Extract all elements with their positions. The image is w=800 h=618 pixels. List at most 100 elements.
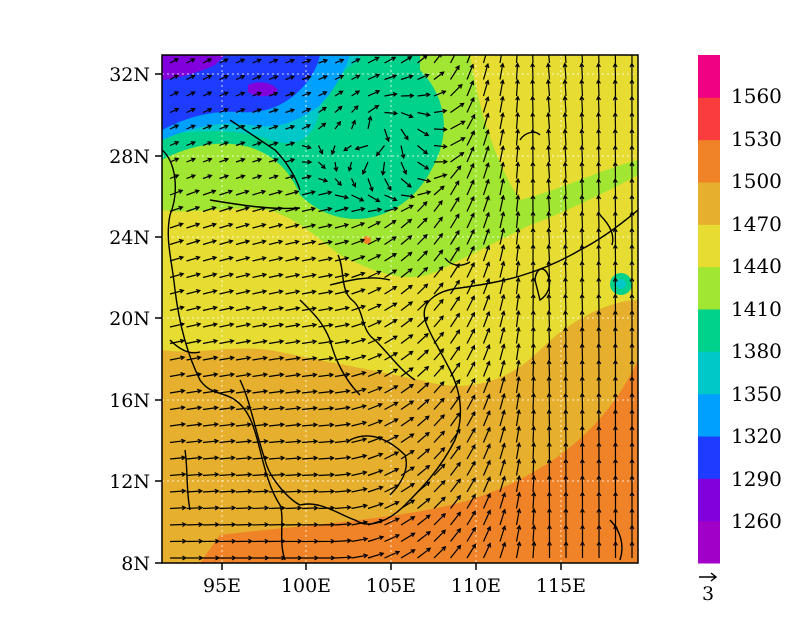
- wind-vector: [579, 276, 585, 295]
- wind-vector: [351, 453, 368, 460]
- wind-vector: [169, 405, 186, 411]
- gridlines: [162, 55, 638, 563]
- wind-vector: [235, 322, 252, 328]
- wind-vector: [579, 359, 585, 377]
- reference-vector-head: [710, 572, 718, 582]
- wind-vector: [169, 288, 185, 295]
- wind-vector: [596, 326, 602, 344]
- wind-vector: [466, 195, 475, 212]
- wind-vector: [235, 538, 254, 544]
- wind-vector: [546, 441, 552, 460]
- wind-vector: [612, 144, 618, 163]
- wind-vector: [530, 375, 536, 394]
- wind-vector: [235, 355, 252, 361]
- wind-vector: [219, 422, 236, 428]
- wind-vector: [334, 206, 350, 213]
- wind-vector: [252, 189, 267, 196]
- wind-vector: [596, 342, 602, 361]
- wind-vector: [301, 206, 317, 213]
- wind-vector: [562, 210, 568, 229]
- wind-vector: [433, 232, 444, 245]
- wind-vector: [186, 322, 202, 328]
- wind-vector: [562, 128, 568, 146]
- wind-vector: [268, 438, 286, 444]
- wind-vector: [579, 260, 585, 278]
- wind-vector: [219, 355, 235, 361]
- colorbar-label-1500: 1500: [731, 169, 782, 193]
- wind-vector: [629, 392, 635, 410]
- wind-vector: [367, 194, 381, 203]
- wind-vector: [219, 58, 229, 64]
- wind-vector: [351, 354, 367, 361]
- wind-vector: [433, 463, 446, 476]
- shading-high-southeast: [200, 360, 638, 563]
- wind-vector: [384, 501, 400, 510]
- wind-vector: [499, 525, 507, 542]
- wind-vector: [169, 522, 187, 528]
- wind-vector: [417, 266, 429, 278]
- wind-vector: [367, 369, 383, 378]
- wind-vector: [351, 487, 368, 493]
- wind-vector: [235, 339, 252, 345]
- wind-vector: [545, 62, 551, 80]
- wind-vector: [466, 179, 475, 196]
- wind-vector: [450, 151, 465, 163]
- wind-vector: [546, 227, 552, 245]
- wind-vector: [629, 507, 635, 525]
- wind-vector: [318, 455, 335, 461]
- wind-vector: [268, 422, 286, 428]
- wind-vector: [514, 62, 520, 80]
- wind-vector: [417, 332, 429, 344]
- wind-vector: [400, 549, 416, 559]
- wind-vector: [285, 555, 303, 561]
- wind-vector: [186, 157, 197, 163]
- wind-vector: [433, 90, 447, 97]
- wind-vector: [629, 194, 635, 212]
- wind-vector: [169, 555, 188, 561]
- wind-vector: [202, 438, 220, 444]
- wind-vector: [563, 425, 569, 443]
- wind-vector: [562, 111, 568, 130]
- wind-vector: [612, 359, 618, 377]
- wind-vector: [449, 180, 460, 196]
- wind-vector: [546, 210, 552, 229]
- wind-vector: [499, 277, 506, 295]
- wind-vector: [450, 544, 462, 559]
- wind-vector: [268, 306, 285, 312]
- wind-vector: [351, 194, 365, 202]
- wind-vector: [186, 239, 201, 246]
- wind-vector: [186, 405, 203, 411]
- wind-vector: [596, 491, 602, 509]
- wind-vector: [417, 111, 431, 117]
- wind-vector: [629, 276, 635, 295]
- wind-vector: [482, 62, 490, 80]
- wind-vector: [351, 206, 366, 213]
- wind-vector: [268, 108, 279, 114]
- wind-vector: [580, 524, 585, 542]
- wind-vector: [334, 239, 350, 246]
- wind-vector: [546, 260, 552, 278]
- wind-vector: [351, 222, 366, 229]
- wind-vector: [169, 205, 184, 213]
- wind-vector: [579, 408, 585, 427]
- wind-vector: [466, 460, 476, 476]
- wind-vector: [169, 174, 180, 180]
- wind-vector: [562, 62, 568, 80]
- wind-vector: [235, 75, 246, 81]
- wind-vector: [629, 177, 635, 196]
- wind-vector: [466, 344, 476, 361]
- wind-vector: [347, 161, 353, 172]
- wind-vector: [318, 206, 333, 213]
- wind-vector: [466, 80, 475, 97]
- wind-vector: [219, 189, 234, 196]
- wind-vector: [285, 439, 302, 444]
- wind-vector: [235, 422, 253, 428]
- wind-vector: [169, 355, 186, 361]
- wind-vector: [400, 450, 415, 460]
- lat-label-8n: 8N: [121, 553, 150, 575]
- wind-vector: [268, 472, 286, 478]
- wind-vector: [252, 322, 268, 328]
- wind-vector: [596, 425, 602, 443]
- wind-vector: [384, 253, 398, 262]
